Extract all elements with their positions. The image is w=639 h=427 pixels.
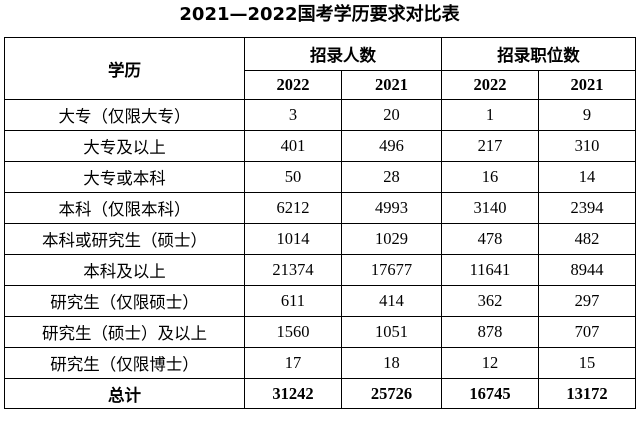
comparison-table: 学历 招录人数 招录职位数 2022 2021 2022 2021 大专（仅限大…: [4, 37, 636, 409]
cell-people-2021: 28: [341, 161, 442, 193]
row-label: 本科及以上: [4, 254, 245, 286]
row-label: 大专（仅限大专）: [4, 99, 245, 131]
total-people-2022: 31242: [244, 378, 342, 409]
cell-positions-2021: 15: [538, 347, 636, 379]
cell-people-2021: 1051: [341, 316, 442, 348]
header-row-years: 2022 2021 2022 2021: [5, 70, 636, 100]
cell-people-2022: 50: [244, 161, 342, 193]
table-row: 本科（仅限本科） 6212 4993 3140 2394: [4, 192, 636, 224]
cell-positions-2022: 12: [441, 347, 539, 379]
cell-positions-2022: 1: [441, 99, 539, 131]
row-label: 研究生（硕士）及以上: [4, 316, 245, 348]
table-title: 2021—2022国考学历要求对比表: [179, 4, 460, 25]
cell-people-2022: 611: [244, 285, 342, 317]
total-people-2021: 25726: [341, 378, 442, 409]
header-year-people-2021: 2021: [341, 70, 442, 100]
cell-positions-2021: 310: [538, 130, 636, 162]
table-row: 大专或本科 50 28 16 14: [4, 161, 636, 193]
table-row: 大专（仅限大专） 3 20 1 9: [4, 99, 636, 131]
cell-people-2021: 20: [341, 99, 442, 131]
header-education: 学历: [4, 37, 245, 100]
header-year-people-2022: 2022: [244, 70, 342, 100]
cell-people-2022: 6212: [244, 192, 342, 224]
table-row: 大专及以上 401 496 217 310: [4, 130, 636, 162]
cell-positions-2021: 2394: [538, 192, 636, 224]
cell-people-2021: 18: [341, 347, 442, 379]
cell-positions-2022: 878: [441, 316, 539, 348]
row-label: 本科或研究生（硕士）: [4, 223, 245, 255]
table-body: 学历 招录人数 招录职位数 2022 2021 2022 2021 大专（仅限大…: [4, 37, 636, 409]
table-row: 本科及以上 21374 17677 11641 8944: [4, 254, 636, 286]
cell-people-2021: 4993: [341, 192, 442, 224]
row-label: 本科（仅限本科）: [4, 192, 245, 224]
cell-positions-2022: 3140: [441, 192, 539, 224]
header-recruit-people: 招录人数: [244, 37, 442, 71]
total-label: 总计: [4, 378, 245, 409]
row-label: 大专及以上: [4, 130, 245, 162]
cell-people-2022: 1014: [244, 223, 342, 255]
table-row: 研究生（仅限博士） 17 18 12 15: [4, 347, 636, 379]
cell-people-2022: 17: [244, 347, 342, 379]
row-label: 研究生（仅限硕士）: [4, 285, 245, 317]
cell-positions-2022: 11641: [441, 254, 539, 286]
cell-people-2022: 3: [244, 99, 342, 131]
table-row: 研究生（仅限硕士） 611 414 362 297: [4, 285, 636, 317]
cell-people-2022: 21374: [244, 254, 342, 286]
cell-people-2021: 414: [341, 285, 442, 317]
cell-positions-2021: 482: [538, 223, 636, 255]
row-label: 大专或本科: [4, 161, 245, 193]
cell-positions-2022: 16: [441, 161, 539, 193]
cell-people-2021: 496: [341, 130, 442, 162]
cell-positions-2021: 14: [538, 161, 636, 193]
cell-people-2022: 1560: [244, 316, 342, 348]
cell-positions-2022: 217: [441, 130, 539, 162]
cell-people-2021: 1029: [341, 223, 442, 255]
cell-positions-2021: 8944: [538, 254, 636, 286]
header-recruit-positions: 招录职位数: [441, 37, 636, 71]
total-row: 总计 31242 25726 16745 13172: [4, 378, 636, 409]
cell-people-2022: 401: [244, 130, 342, 162]
row-label: 研究生（仅限博士）: [4, 347, 245, 379]
total-positions-2021: 13172: [538, 378, 636, 409]
table-row: 研究生（硕士）及以上 1560 1051 878 707: [4, 316, 636, 348]
cell-positions-2022: 478: [441, 223, 539, 255]
header-row-groups: 学历 招录人数 招录职位数: [4, 37, 636, 100]
table-row: 本科或研究生（硕士） 1014 1029 478 482: [4, 223, 636, 255]
header-year-positions-2021: 2021: [538, 70, 636, 100]
cell-positions-2021: 707: [538, 316, 636, 348]
cell-positions-2022: 362: [441, 285, 539, 317]
cell-positions-2021: 297: [538, 285, 636, 317]
total-positions-2022: 16745: [441, 378, 539, 409]
cell-people-2021: 17677: [341, 254, 442, 286]
header-year-positions-2022: 2022: [441, 70, 539, 100]
cell-positions-2021: 9: [538, 99, 636, 131]
